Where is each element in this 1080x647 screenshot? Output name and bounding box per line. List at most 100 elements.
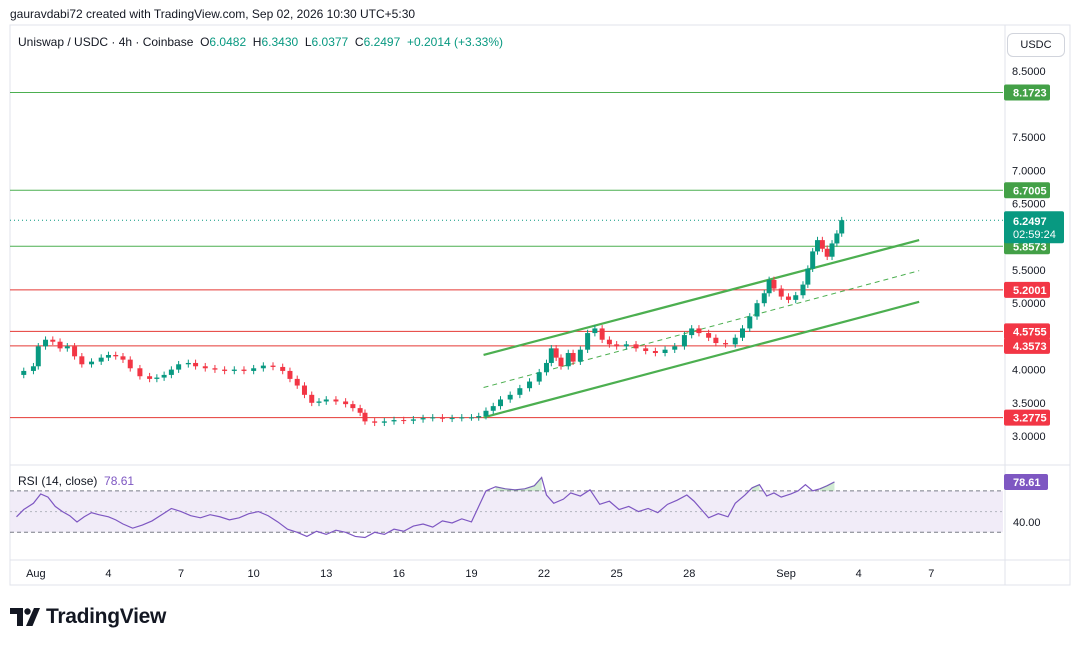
candle-body (30, 366, 36, 371)
level-price-label: 8.1723 (1013, 88, 1047, 100)
candle-body (202, 366, 208, 369)
candle-body (105, 354, 111, 358)
candle-body (323, 399, 329, 402)
candle-body (834, 233, 840, 244)
candle-body (548, 348, 554, 363)
time-tick-label: 25 (611, 568, 623, 580)
candle-body (343, 401, 349, 405)
symbol-name[interactable]: Uniswap / USDC · 4h · Coinbase (18, 35, 194, 49)
high-value: 6.3430 (261, 35, 299, 49)
countdown-label: 02:59:24 (1013, 229, 1056, 241)
price-tick-label: 7.5000 (1012, 132, 1046, 144)
candle-body (606, 339, 612, 345)
candle-body (585, 333, 591, 350)
candle-body (570, 353, 576, 362)
candle-body (468, 417, 474, 419)
candle-body (689, 328, 695, 336)
candle-body (222, 369, 228, 371)
candle-body (113, 354, 119, 357)
candle-body (168, 369, 174, 375)
candle-body (439, 417, 445, 419)
rsi-legend: RSI (14, close) 78.61 (18, 474, 134, 488)
price-tick-label: 6.5000 (1012, 199, 1046, 211)
candle-body (72, 346, 78, 357)
candle-body (89, 361, 95, 365)
candle-body (459, 417, 465, 419)
low-value: 6.0377 (311, 35, 349, 49)
last-price-label: 6.2497 (1013, 216, 1047, 228)
channel-upper-line (483, 239, 920, 357)
candle-body (824, 248, 830, 257)
price-tick-label: 3.0000 (1012, 431, 1046, 443)
candle-body (785, 296, 791, 300)
candle-body (79, 356, 85, 365)
time-tick-label: 13 (320, 568, 332, 580)
level-price-label: 4.5755 (1013, 326, 1047, 338)
price-chart[interactable]: 8.5000 7.5000 7.0000 6.5000 5.5000 5.0000 4.00… (0, 0, 1080, 600)
candle-body (592, 328, 598, 334)
level-price-tag (1004, 281, 1050, 298)
candle-body (316, 401, 322, 403)
time-tick-label: Aug (26, 568, 46, 580)
candle-body (553, 348, 559, 358)
level-price-tag (1004, 182, 1050, 199)
tradingview-logo[interactable]: TradingView (10, 604, 166, 630)
candle-body (154, 377, 160, 379)
candle-body (778, 288, 784, 297)
rsi-line (16, 476, 835, 539)
candle-body (819, 240, 825, 249)
time-tick-label: 19 (465, 568, 477, 580)
time-tick-label: 7 (178, 568, 184, 580)
time-tick-label: 7 (928, 568, 934, 580)
candle-body (754, 303, 760, 317)
candle-body (410, 419, 416, 421)
candle-body (672, 346, 678, 350)
rsi-level-label: 40.00 (1013, 517, 1041, 529)
candle-body (713, 337, 719, 344)
candle-body (280, 366, 286, 371)
time-tick-label: 16 (393, 568, 405, 580)
candle-body (137, 368, 143, 377)
symbol-ohlc-legend: Uniswap / USDC · 4h · Coinbase O6.0482 H… (18, 35, 503, 49)
currency-button[interactable]: USDC (1007, 33, 1065, 57)
time-tick-label: Sep (776, 568, 796, 580)
channel-lower-line (483, 300, 920, 419)
candle-body (57, 341, 63, 349)
level-price-label: 3.2775 (1013, 413, 1047, 425)
time-tick-label: 28 (683, 568, 695, 580)
candle-body (420, 418, 426, 420)
level-price-tag (1004, 337, 1050, 354)
candle-body (517, 388, 523, 395)
change-value: +0.2014 (+3.33%) (406, 35, 504, 49)
candle-body (490, 406, 496, 411)
open-value: 6.0482 (209, 35, 247, 49)
candle-body (599, 328, 605, 340)
candle-body (287, 370, 293, 379)
candle-body (558, 357, 564, 367)
candle-body (362, 412, 368, 422)
candle-body (350, 404, 356, 409)
rsi-value-tag (1004, 473, 1048, 490)
candle-body (476, 416, 482, 418)
candle-body (401, 420, 407, 422)
level-price-tag (1004, 323, 1050, 340)
price-tick-label: 7.0000 (1012, 165, 1046, 177)
candle-body (231, 369, 237, 371)
candle-body (543, 362, 549, 373)
candle-body (372, 421, 378, 423)
time-tick-label: 4 (856, 568, 862, 580)
candle-body (723, 343, 729, 345)
low-label: L (304, 35, 312, 49)
rsi-overbought-fill (752, 484, 760, 491)
rsi-legend-value: 78.61 (104, 474, 135, 488)
candle-body (50, 339, 56, 342)
open-label: O (200, 35, 210, 49)
candle-body (185, 362, 191, 365)
level-price-label: 5.8573 (1013, 241, 1047, 253)
candle-body (761, 293, 767, 304)
candle-body (483, 410, 489, 417)
candle-body (740, 328, 745, 338)
candle-body (64, 346, 70, 349)
rsi-indicator-name[interactable]: RSI (14, close) (18, 474, 98, 488)
candle-body (212, 368, 218, 370)
